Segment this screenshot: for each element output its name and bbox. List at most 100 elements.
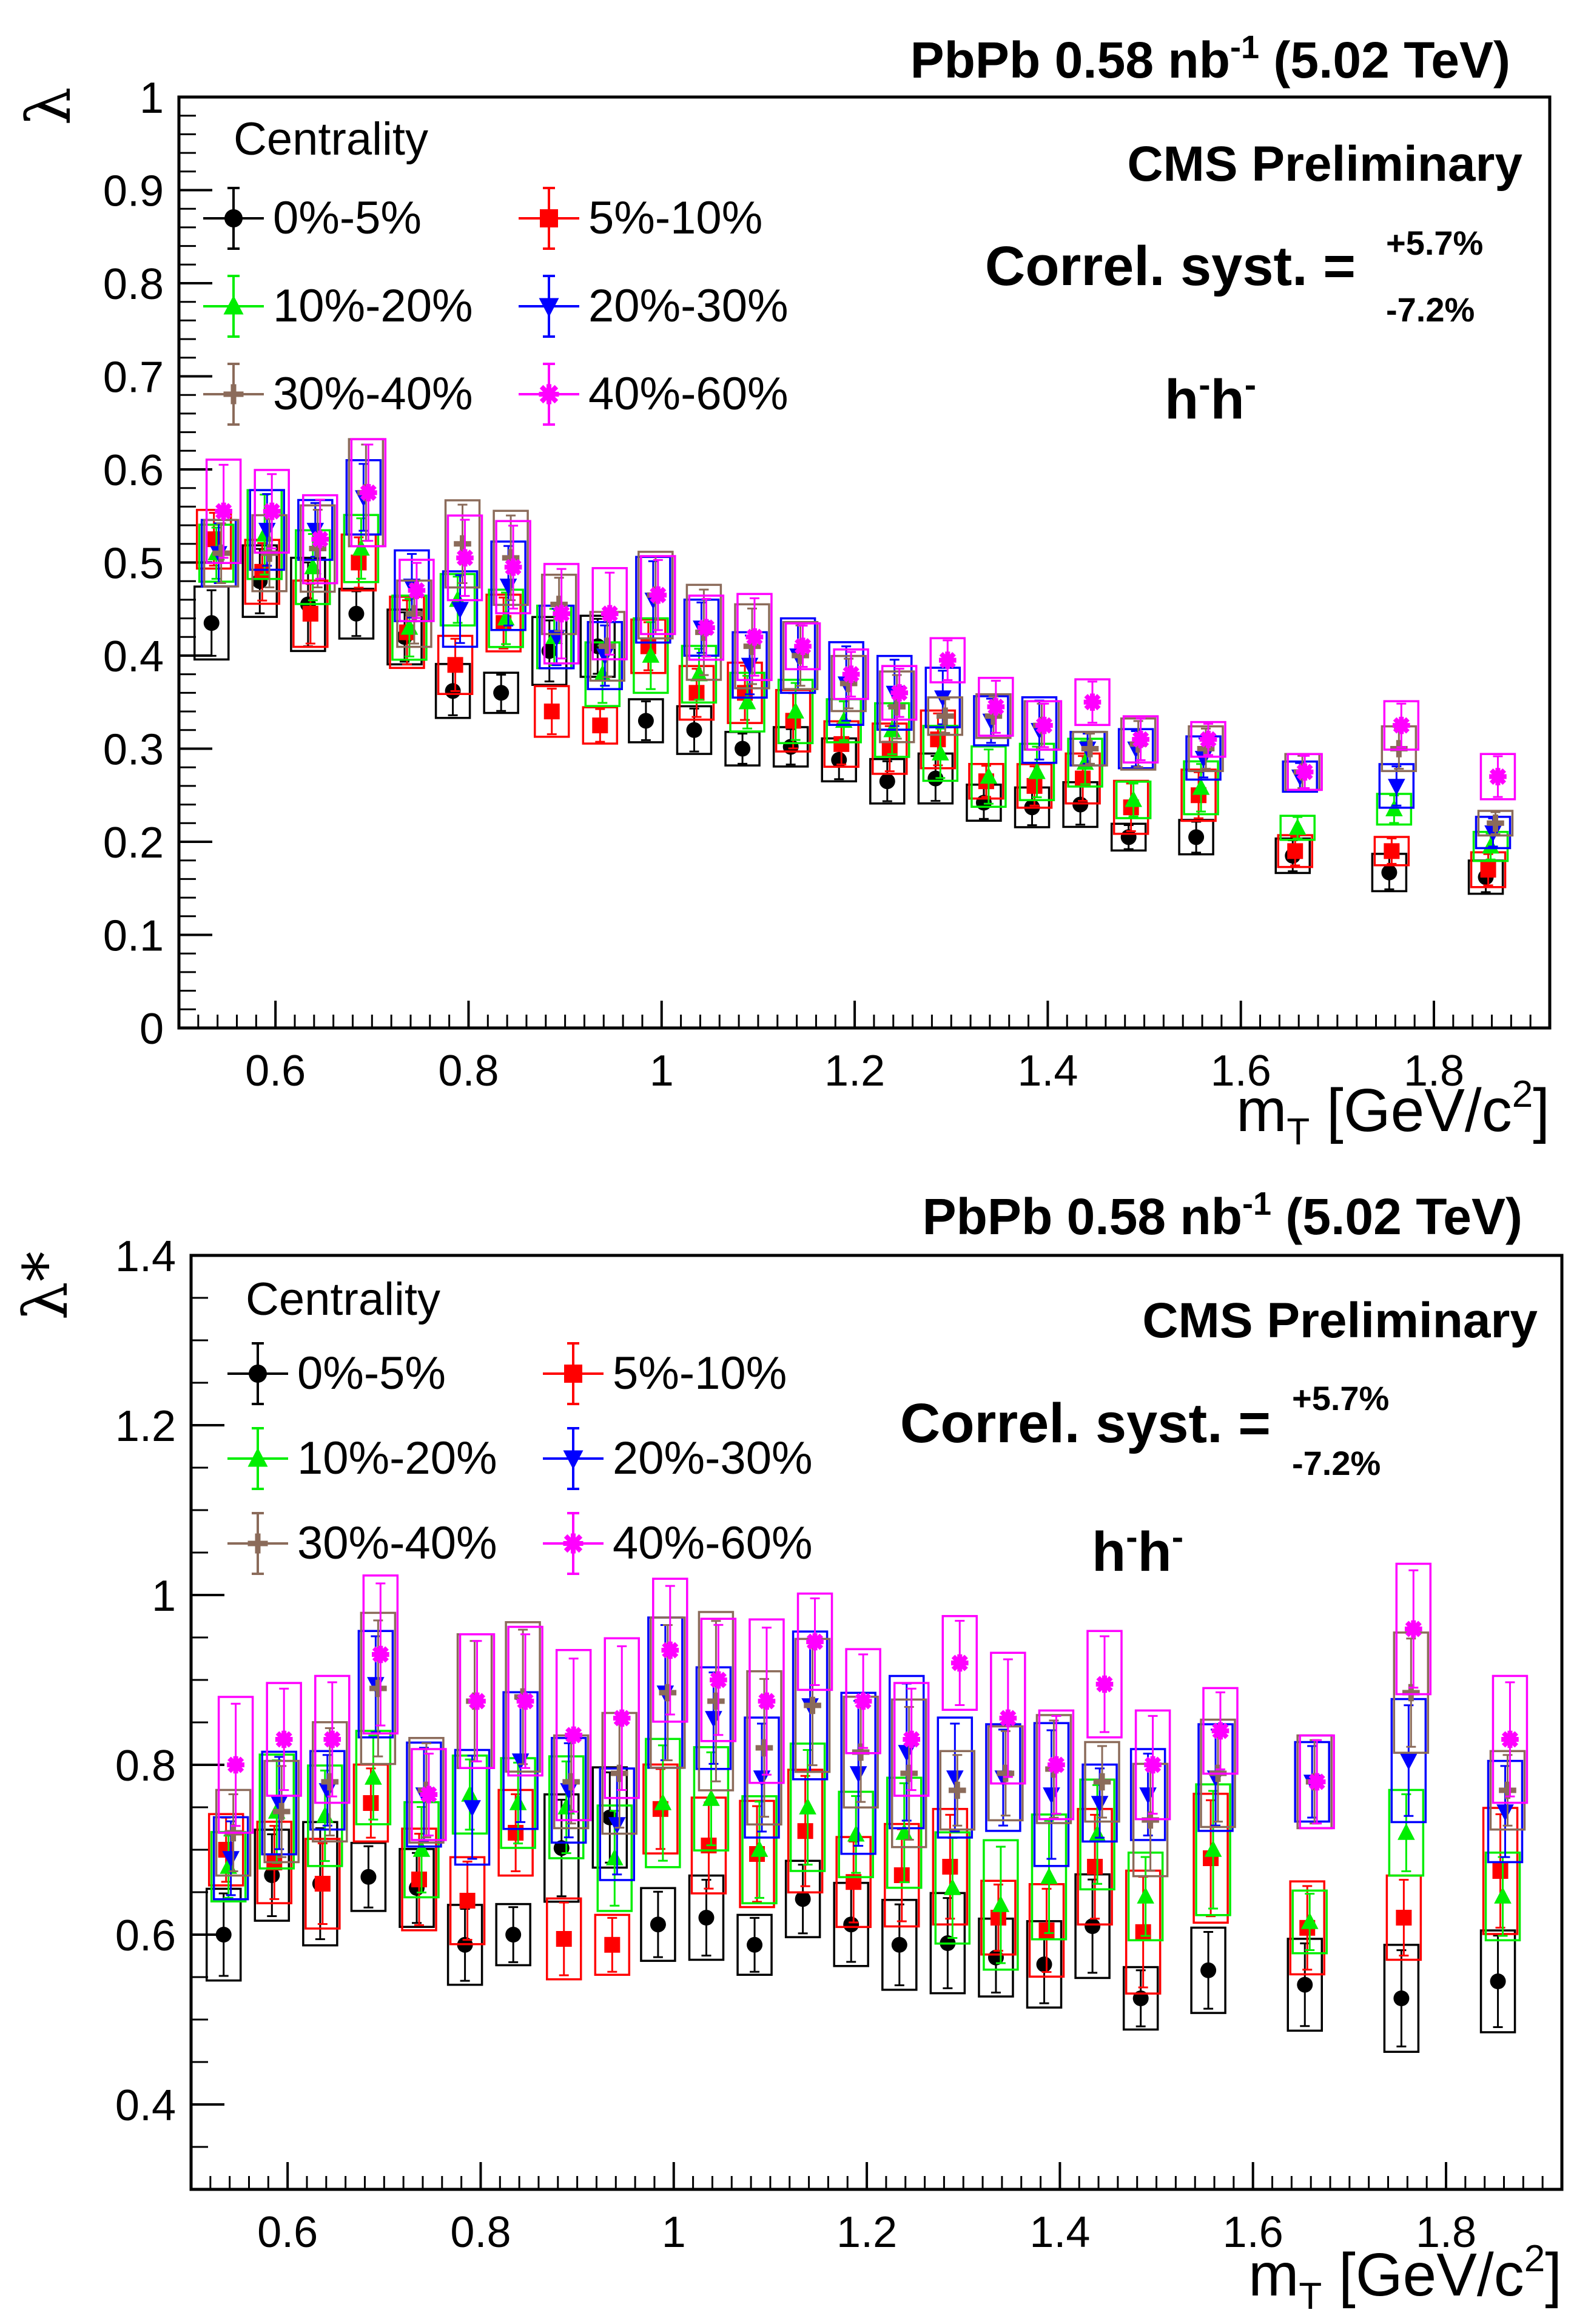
syst-box [485,593,522,653]
chart-title-top: PbPb 0.58 nb-1 (5.02 TeV) [910,29,1510,89]
data-point [690,665,708,682]
data-point [980,767,998,784]
syst-box [878,670,915,744]
syst-box [355,1730,392,1825]
data-point [613,1709,631,1727]
syst-box [454,1748,491,1866]
syst-box [1188,725,1224,773]
experiment-label-bottom: CMS Preliminary [1142,1293,1538,1348]
data-point [1040,1867,1058,1884]
syst-box [254,469,290,554]
experiment-label-top: CMS Preliminary [1127,136,1522,192]
syst-box [212,1816,249,1901]
syst-box [650,1616,686,1769]
data-point [833,736,850,752]
syst-box [830,654,867,713]
panel-top: 0.6 0.8 1 1.2 1.4 1.6 1.8 0 0.1 0.2 0.3 0.4 0.5 0.6 0.… [13,29,1552,1153]
syst-box [1477,810,1514,837]
syst-box [1072,731,1108,767]
data-point [637,713,654,729]
syst-box [449,1856,486,1946]
legend-label: 0%-5% [273,192,422,244]
data-point [1072,796,1089,813]
data-point [950,1654,969,1672]
syst-box [779,617,816,694]
syst-box [1038,1709,1075,1821]
data-point [605,1849,624,1866]
syst-box [881,1898,918,1991]
syst-box [927,696,964,736]
data-point [1095,1675,1114,1693]
data-point [999,1709,1017,1727]
syst-box [637,551,674,640]
syst-box [869,757,906,805]
data-point [758,1692,776,1710]
syst-box [893,1682,930,1797]
legend-label: 10%-20% [273,280,473,332]
syst-box [1129,1748,1166,1841]
x-tick-label: 1.4 [1029,2208,1090,2257]
data-point [795,1891,811,1907]
legend-entry: 30%-40% [227,1512,497,1575]
y-tick-label: 0.2 [103,819,164,867]
x-tick-label: 0.6 [257,2208,318,2257]
syst-label-bottom: Correl. syst. = [900,1392,1271,1454]
syst-box [540,573,577,636]
syst-box [884,1822,920,1928]
syst-box [495,520,531,614]
syst-box [833,648,869,700]
syst-box [555,1648,592,1822]
data-point [992,1895,1010,1912]
data-point [842,665,860,683]
syst-box [205,458,242,565]
syst-box [1074,678,1111,727]
syst-box [401,1827,437,1932]
data-point [302,605,318,622]
syst-box [399,1848,435,1928]
data-point [608,1817,626,1834]
syst-box [258,1753,295,1870]
data-point [412,1840,431,1857]
data-point [710,1671,727,1689]
syst-box [389,596,425,670]
data-point [565,1726,582,1744]
legend-entry: 0%-5% [203,187,422,250]
legend-top: Centrality 0%-5% 5%-10% 10%-20% 20%-30% 30%-… [203,113,789,426]
syst-box [266,1682,302,1797]
syst-box [975,693,1012,739]
y-tick-label: 1 [152,1572,176,1620]
y-tick-label: 0.5 [103,540,164,588]
syst-box [1127,1852,1164,1941]
data-point [1393,716,1410,734]
legend-label: 10%-20% [297,1432,497,1484]
data-point [272,1802,291,1821]
syst-box [1134,1709,1171,1821]
syst-box [640,555,676,636]
y-tick-label: 0 [140,1005,164,1053]
data-point [1038,1923,1055,1938]
data-point [1489,768,1507,785]
syst-box [980,1879,1017,1956]
data-point [738,693,756,710]
data-point [661,1641,679,1659]
syst-box [357,1630,394,1739]
data-point [1300,1912,1319,1929]
data-point [650,1916,666,1933]
syst-box [1031,1813,1068,1941]
syst-box [1026,1920,1063,2009]
syst-box [970,745,1007,808]
data-point [459,1893,476,1909]
syst-box [545,1897,582,1981]
syst-box [304,1838,341,1930]
syst-box [746,1670,782,1826]
syst-box [1018,742,1055,802]
legend-entry: 10%-20% [227,1427,497,1490]
data-point [321,1773,339,1791]
data-point [604,1936,621,1953]
series-5%-10% [195,509,1507,888]
syst-box [241,544,278,618]
syst-box [497,1788,534,1877]
syst-box [678,665,715,721]
y-tick-label: 1.2 [115,1402,176,1451]
syst-box [628,698,664,744]
